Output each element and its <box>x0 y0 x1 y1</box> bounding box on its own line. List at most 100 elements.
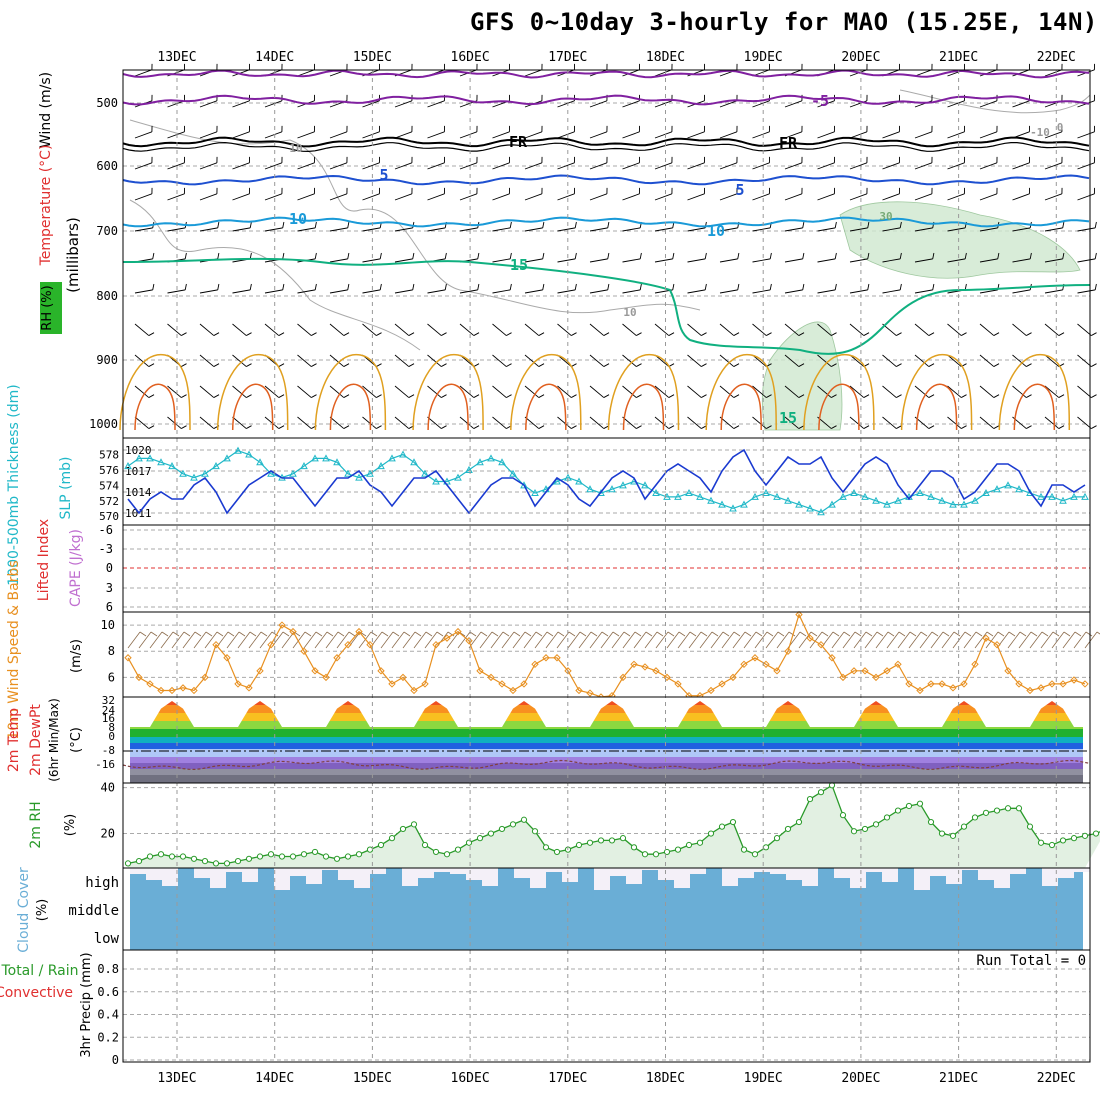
rh-point <box>806 795 814 803</box>
rh-point <box>1081 832 1089 839</box>
cloud-gap <box>978 868 994 880</box>
wind10-barb <box>743 631 757 649</box>
wind10-point <box>1026 686 1034 695</box>
wind-barb <box>524 416 540 429</box>
wind10-point <box>960 680 968 688</box>
wind-barb <box>362 323 377 336</box>
wind-barb <box>134 227 153 232</box>
thickness-point <box>245 450 253 458</box>
wind-barb <box>524 385 540 398</box>
wind-barb-flag <box>899 221 902 228</box>
wind-barb <box>427 162 445 170</box>
wind10-point <box>894 660 902 669</box>
temp-contour-25 <box>510 353 582 431</box>
wind-barb <box>459 131 478 139</box>
wind10-barb <box>578 631 592 649</box>
temp-contour-30 <box>720 383 762 431</box>
wind10-point <box>168 686 176 695</box>
rh-point <box>256 853 264 860</box>
wind10-point <box>443 634 451 642</box>
wind-barb <box>849 385 865 398</box>
wind-barb <box>524 193 543 201</box>
cloud-gap <box>530 868 546 888</box>
wind-barb <box>199 385 215 398</box>
wind10-barb-flag <box>1063 631 1071 637</box>
thickness-point <box>300 462 308 470</box>
wind-barb <box>1077 289 1096 294</box>
wind-barb <box>622 354 637 367</box>
wind-barb <box>817 131 835 139</box>
contour-label: FR <box>509 133 528 151</box>
wind-barb <box>589 289 608 294</box>
wind10-barb <box>303 631 317 649</box>
wind-barb-flag <box>1026 332 1032 336</box>
temp-contour-30 <box>1013 383 1056 431</box>
wind-barb-flag <box>314 221 317 228</box>
wind-barb-flag <box>798 363 805 367</box>
wind-barb <box>459 289 478 294</box>
cloud-tick: low <box>94 931 120 947</box>
wind10-barb <box>941 631 955 649</box>
wind-barb <box>394 416 410 429</box>
wind-barb-flag <box>379 283 382 290</box>
wind10-point <box>509 686 517 695</box>
date-label-top: 16DEC <box>451 50 490 65</box>
wind-barb <box>199 416 215 429</box>
wind-barb <box>199 354 215 367</box>
wind-barb <box>849 354 865 367</box>
wind10-point <box>927 680 935 688</box>
thickness-point <box>927 492 935 500</box>
wind-barb <box>297 227 316 232</box>
date-label-bottom: 16DEC <box>451 1071 490 1086</box>
rh-point <box>509 821 517 828</box>
cloud-gap <box>962 868 978 870</box>
wind10-barb <box>237 631 251 649</box>
wind10-barb-flag <box>183 631 191 637</box>
thickness-point <box>333 458 341 466</box>
wind10-barb-flag <box>997 631 1005 637</box>
wind-barb-flag <box>896 425 902 429</box>
wind10-point <box>663 673 671 682</box>
rh-point <box>960 823 968 830</box>
wind10-barb <box>138 631 152 649</box>
wind-barb-flag <box>506 363 512 367</box>
wind-barb-flag <box>636 394 642 398</box>
wind10-barb-flag <box>986 631 994 637</box>
wind-barb-flag <box>184 283 187 290</box>
wind-barb <box>752 354 767 367</box>
wind-barb <box>427 416 442 429</box>
wind-barb-flag <box>733 425 740 429</box>
wind-barb-flag <box>506 394 512 398</box>
wind-barb <box>264 323 280 336</box>
wind10-barb <box>1018 631 1032 649</box>
wind-barb <box>557 131 575 139</box>
wind-barb-flag <box>148 425 155 429</box>
wind-barb <box>622 193 640 201</box>
wind-barb <box>979 227 998 232</box>
temp-contour-25 <box>216 353 289 431</box>
temp-contour-30 <box>818 383 860 431</box>
wind-barb <box>914 131 933 139</box>
wind-barb <box>784 289 803 294</box>
cloud-gap <box>210 868 226 888</box>
wind10-barb <box>402 631 416 649</box>
wind-barb-flag <box>831 332 837 336</box>
wind-barb <box>784 416 800 429</box>
wind-barb <box>589 162 608 170</box>
wind-barb-flag <box>668 394 675 398</box>
wind-barb-flag <box>639 252 642 259</box>
rh-point <box>905 802 913 810</box>
rh-point <box>883 814 891 821</box>
wind-barb <box>362 416 377 429</box>
wind10-barb <box>534 631 548 649</box>
cape-tick: 3 <box>106 581 113 595</box>
wind10-point <box>586 689 594 697</box>
wind-barb-flag <box>672 252 675 259</box>
wind10-barb <box>633 631 647 649</box>
wind10-barb <box>446 631 460 649</box>
wind10-barb <box>424 631 438 649</box>
thickness-point <box>146 454 154 462</box>
wind-barb <box>427 289 446 294</box>
wind-barb-flag <box>798 394 805 398</box>
wind-barb <box>752 289 771 294</box>
